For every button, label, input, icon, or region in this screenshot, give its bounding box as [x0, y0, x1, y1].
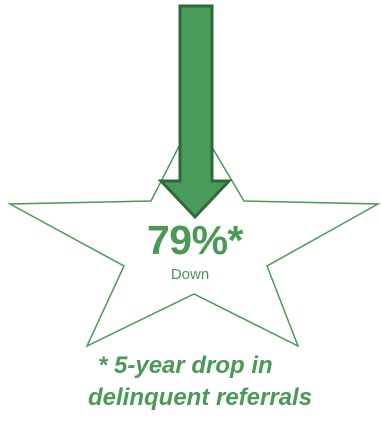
down-arrow-icon [157, 4, 233, 220]
stat-value: 79%* [146, 217, 244, 263]
footnote-line-1: * 5-year drop in [98, 352, 273, 379]
stat-label: Down [170, 266, 210, 283]
footnote-line-2: delinquent referrals [88, 384, 313, 411]
footnote: * 5-year drop in delinquent referrals [88, 350, 378, 414]
star-outline-icon [7, 115, 381, 348]
